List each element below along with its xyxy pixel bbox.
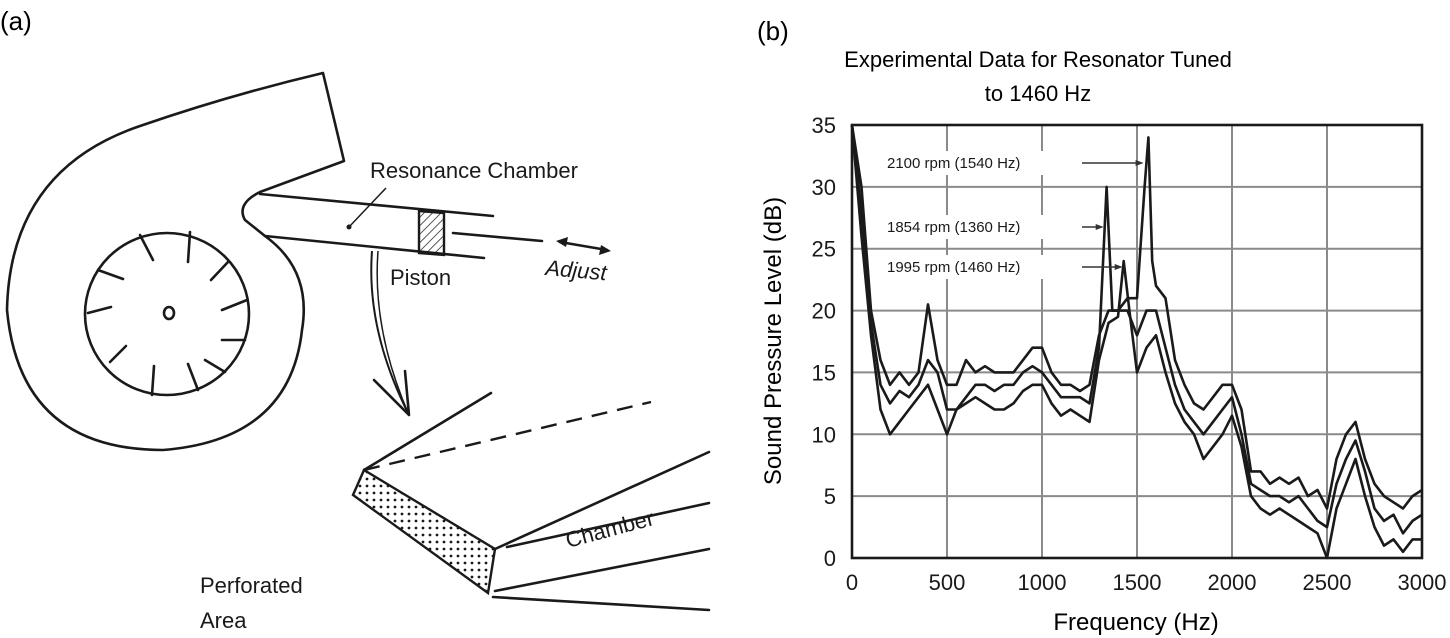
perforated-label-line2: Area [200,608,247,633]
annotation-label: 1854 rpm (1360 Hz) [887,219,1020,236]
chart-title-line2: to 1460 Hz [985,81,1091,106]
piston-rod [451,231,544,243]
series-lines [850,124,1423,560]
perforated-label-line1: Perforated [200,573,303,598]
impeller-blades [86,230,249,397]
resonance-chamber-label: Resonance Chamber [370,158,578,183]
x-tick-label: 2000 [1208,570,1257,595]
annotation-background [882,151,1078,175]
x-axis-label: Frequency (Hz) [1053,609,1218,636]
x-tick-label: 3000 [1398,570,1447,595]
impeller-hub [162,305,176,321]
annotation-background [882,215,1078,239]
annotation-arrowhead [1114,264,1123,270]
y-tick-label: 5 [824,484,836,509]
chart-title-line1: Experimental Data for Resonator Tuned [844,47,1232,72]
series-line-1 [850,124,1423,510]
y-tick-label: 20 [812,299,836,324]
piston [417,209,446,257]
x-tick-label: 2500 [1303,570,1352,595]
x-tick-label: 1000 [1018,570,1067,595]
blower-scroll-casing [5,71,346,452]
x-tick-label: 0 [846,570,858,595]
grid [851,124,1423,559]
annotation-label: 1995 rpm (1460 Hz) [887,259,1020,276]
y-tick-labels: 0 5 10 15 20 25 30 35 [812,113,836,571]
y-tick-label: 25 [812,237,836,262]
piston-label: Piston [390,265,451,290]
x-tick-labels: 0 500 1000 1500 2000 2500 3000 [846,570,1447,595]
x-tick-label: 500 [929,570,966,595]
x-tick-label: 1500 [1113,570,1162,595]
perforated-chamber-detail [351,391,711,612]
y-tick-label: 0 [824,546,836,571]
y-tick-label: 35 [812,113,836,138]
series-line-3 [850,124,1422,560]
annotation-arrowhead [1095,224,1104,230]
annotation-label: 2100 rpm (1540 Hz) [887,155,1020,172]
panel-a-diagram: (a) Resonance Chamber Piston Adjust [0,6,711,633]
panel-a-label: (a) [0,6,32,36]
annotation-background [882,255,1078,279]
annotation-arrowhead [1135,160,1144,166]
y-tick-label: 15 [812,360,836,385]
y-tick-label: 30 [812,175,836,200]
resonance-chamber-tube [258,192,495,260]
impeller-wheel [83,231,251,397]
detail-arrow-icon [370,250,411,417]
y-tick-label: 10 [812,422,836,447]
series-line-2 [850,124,1423,535]
leader-line [348,187,387,228]
y-axis-label: Sound Pressure Level (dB) [760,197,787,485]
adjust-arrow-icon [556,237,611,255]
plot-frame [850,123,1424,560]
panel-b-label: (b) [757,16,789,46]
annotations: 2100 rpm (1540 Hz) 1854 rpm (1360 Hz) 1995… [882,151,1144,279]
adjust-label: Adjust [543,255,609,285]
panel-b-chart: (b) Experimental Data for Resonator Tune… [757,16,1446,636]
perforated-area [351,468,497,596]
